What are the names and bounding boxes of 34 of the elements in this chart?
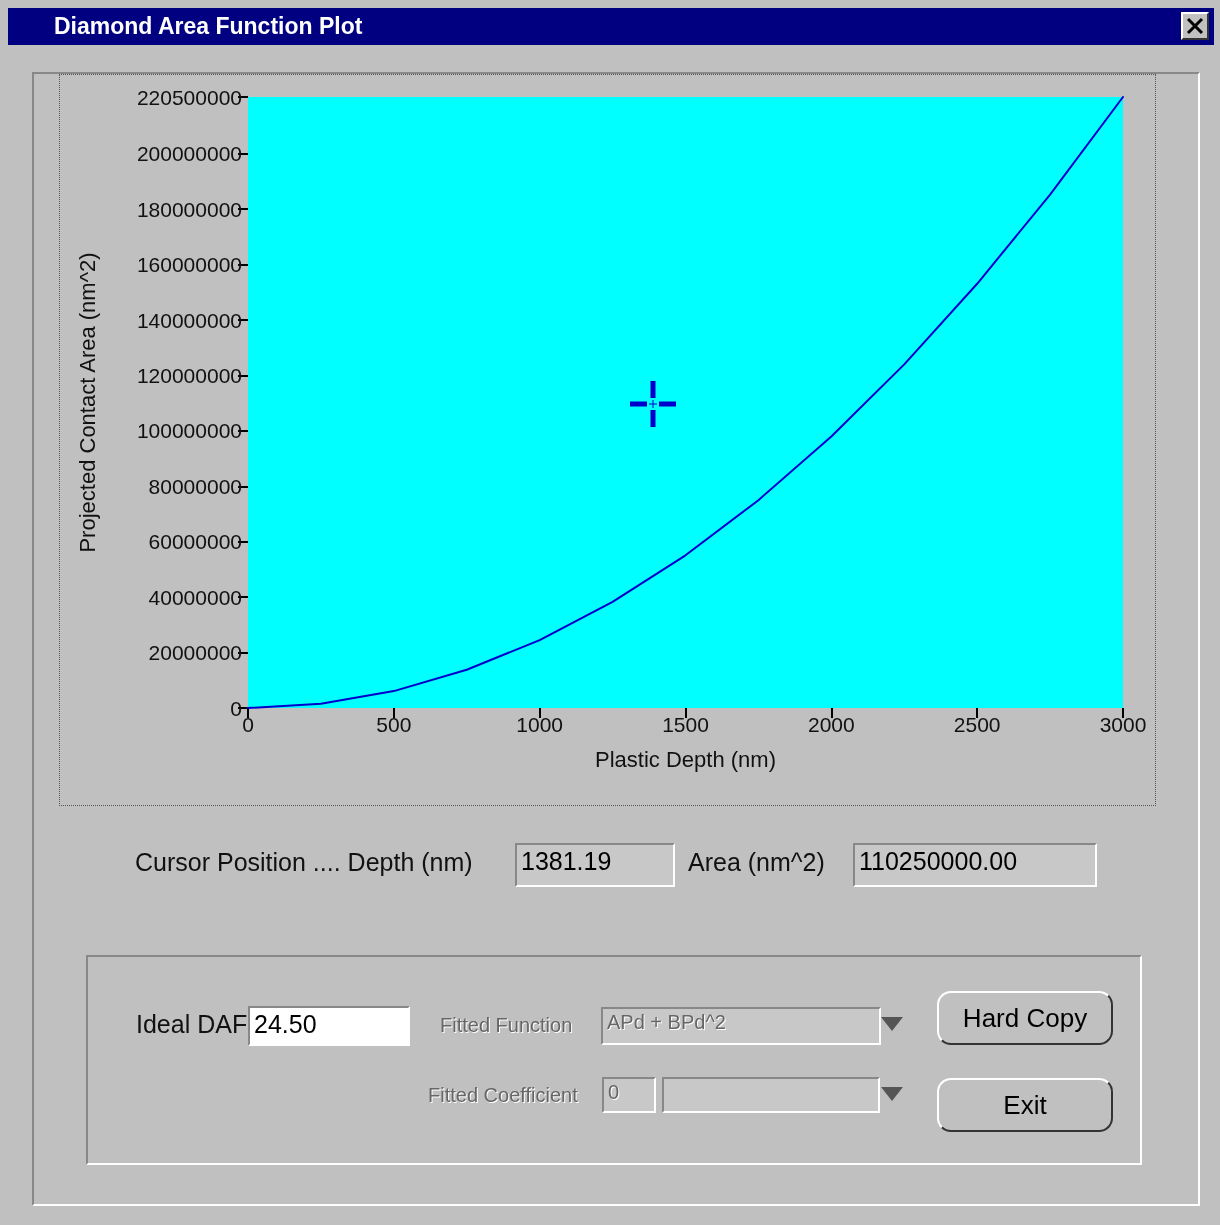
text: Hard Copy [937, 991, 1113, 1045]
chart-title: Diamond Area Function Plot [54, 13, 363, 39]
text: 110250000.00 [853, 843, 1097, 887]
x-tick-label: 1000 [516, 713, 564, 736]
y-tick-label: 120000000 [136, 363, 242, 387]
x-tick-label: 2500 [953, 713, 1001, 736]
text: APd + BPd^2 [601, 1007, 881, 1045]
line-series [247, 96, 1124, 709]
x-axis-title: Plastic Depth (nm) [595, 746, 776, 772]
y-tick-label: 220500000 [136, 85, 242, 109]
x-tick-label: 3000 [1099, 713, 1147, 736]
y-tick-label: 80000000 [148, 474, 242, 498]
text: Exit [937, 1078, 1113, 1132]
text: Ideal DAF [136, 1010, 248, 1039]
x-tick-label: 2000 [807, 713, 855, 736]
text: Fitted Coefficient [428, 1084, 578, 1107]
y-tick-label: 100000000 [136, 419, 242, 443]
y-tick-label: 160000000 [136, 253, 242, 277]
y-tick-label: 60000000 [148, 530, 242, 554]
text: 1381.19 [515, 843, 675, 887]
text: 0 [602, 1077, 656, 1113]
y-tick-label: 0 [230, 696, 242, 720]
x-tick-label: 1500 [662, 713, 709, 736]
y-tick-label: 20000000 [148, 641, 242, 665]
text: 24.50 [248, 1006, 410, 1046]
y-tick-label: 200000000 [136, 142, 242, 166]
y-axis-title: Projected Contact Area (nm^2) [74, 252, 100, 553]
text: Area (nm^2) [688, 848, 825, 877]
y-tick-label: 180000000 [136, 197, 242, 221]
x-tick-label: 500 [376, 713, 412, 736]
text: Cursor Position .... Depth (nm) [135, 848, 473, 877]
text: Fitted Function [440, 1014, 573, 1037]
y-tick-label: 40000000 [148, 585, 242, 609]
y-tick-label: 140000000 [136, 308, 242, 332]
